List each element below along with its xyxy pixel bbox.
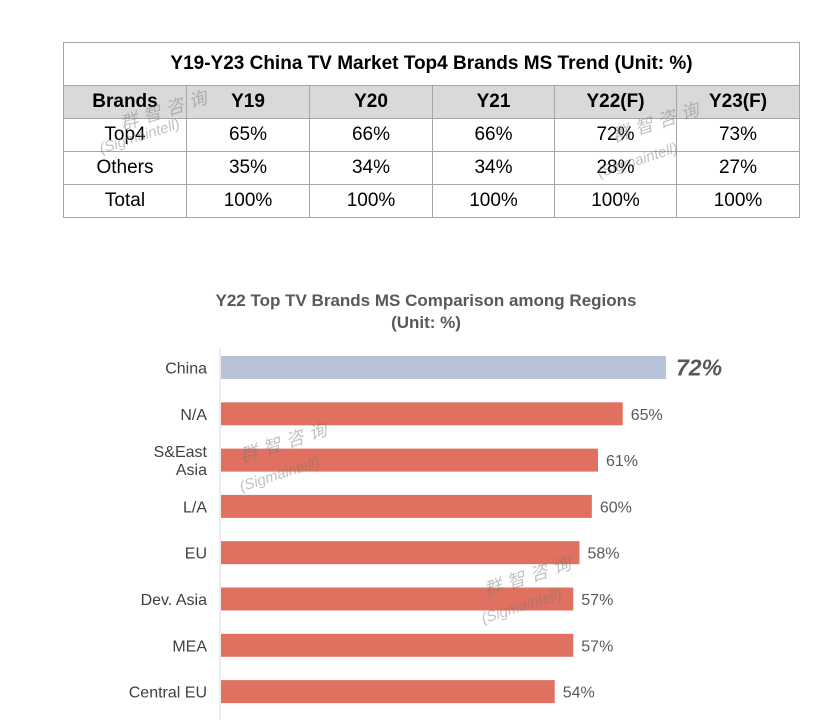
chart-title: Y22 Top TV Brands MS Comparison among Re… [216, 291, 637, 310]
bars-group: China 72% N/A 65% S&East Asia 61% L/A 60% EU 58% De… [129, 355, 722, 704]
bar-dev-asia [221, 587, 574, 611]
table-header-cell: Y21 [432, 85, 555, 119]
table-cell: 100% [432, 184, 555, 218]
bar-central-eu [221, 680, 555, 704]
category-label: Central EU [129, 685, 207, 702]
table-cell: 65% [186, 118, 310, 152]
table-cell: 66% [309, 118, 433, 152]
table-row: Top4 65% 66% 66% 72% 73% [63, 118, 801, 152]
bar-l-a [221, 494, 592, 518]
bar-mea [221, 633, 574, 657]
table-cell: 100% [554, 184, 677, 218]
bar-n-a [221, 402, 623, 426]
table-cell: Top4 [63, 118, 187, 152]
category-label: Dev. Asia [141, 592, 208, 609]
category-label: S&East Asia [154, 444, 208, 479]
bar-china [221, 356, 666, 379]
value-label: 57% [581, 592, 613, 609]
table-cell: 34% [432, 151, 555, 185]
category-label: N/A [180, 407, 207, 424]
value-label: 58% [587, 546, 619, 563]
table-header-cell: Y20 [309, 85, 433, 119]
category-label: EU [185, 546, 207, 563]
category-label: MEA [172, 638, 207, 655]
table-cell: 73% [675, 118, 801, 152]
table-title: Y19-Y23 China TV Market Top4 Brands MS T… [62, 42, 801, 86]
table-cell: 27% [675, 151, 801, 185]
table-row: Others 35% 34% 34% 28% 27% [63, 151, 801, 185]
value-label: 61% [606, 453, 638, 470]
table-cell: Total [63, 184, 187, 218]
table-header-cell: Brands [63, 85, 187, 119]
category-label: China [165, 361, 207, 378]
table-header-cell: Y19 [186, 85, 310, 119]
table-cell: 66% [432, 118, 555, 152]
chart-subtitle: (Unit: %) [391, 313, 461, 332]
table-cell: 100% [675, 184, 801, 218]
table-cell: 28% [554, 151, 677, 185]
table-cell: 100% [186, 184, 310, 218]
table-header-cell: Y22(F) [554, 85, 677, 119]
table-cell: 34% [309, 151, 433, 185]
table-cell: Others [63, 151, 187, 185]
table-cell: 100% [309, 184, 433, 218]
bar-s-east-asia [221, 448, 599, 472]
value-label: 54% [563, 685, 595, 702]
category-label: L/A [183, 499, 207, 516]
value-label: 72% [676, 355, 722, 381]
value-label: 60% [600, 499, 632, 516]
table-cell: 35% [186, 151, 310, 185]
table-header-row: Brands Y19 Y20 Y21 Y22(F) Y23(F) [63, 85, 801, 119]
table-row: Total 100% 100% 100% 100% 100% [63, 184, 801, 218]
ms-trend-table: Y19-Y23 China TV Market Top4 Brands MS T… [62, 42, 801, 218]
value-label: 65% [631, 407, 663, 424]
table-header-cell: Y23(F) [675, 85, 801, 119]
table-cell: 72% [554, 118, 677, 152]
bar-eu [221, 541, 580, 565]
value-label: 57% [581, 638, 613, 655]
region-ms-bar-chart: Y22 Top TV Brands MS Comparison among Re… [129, 291, 722, 720]
